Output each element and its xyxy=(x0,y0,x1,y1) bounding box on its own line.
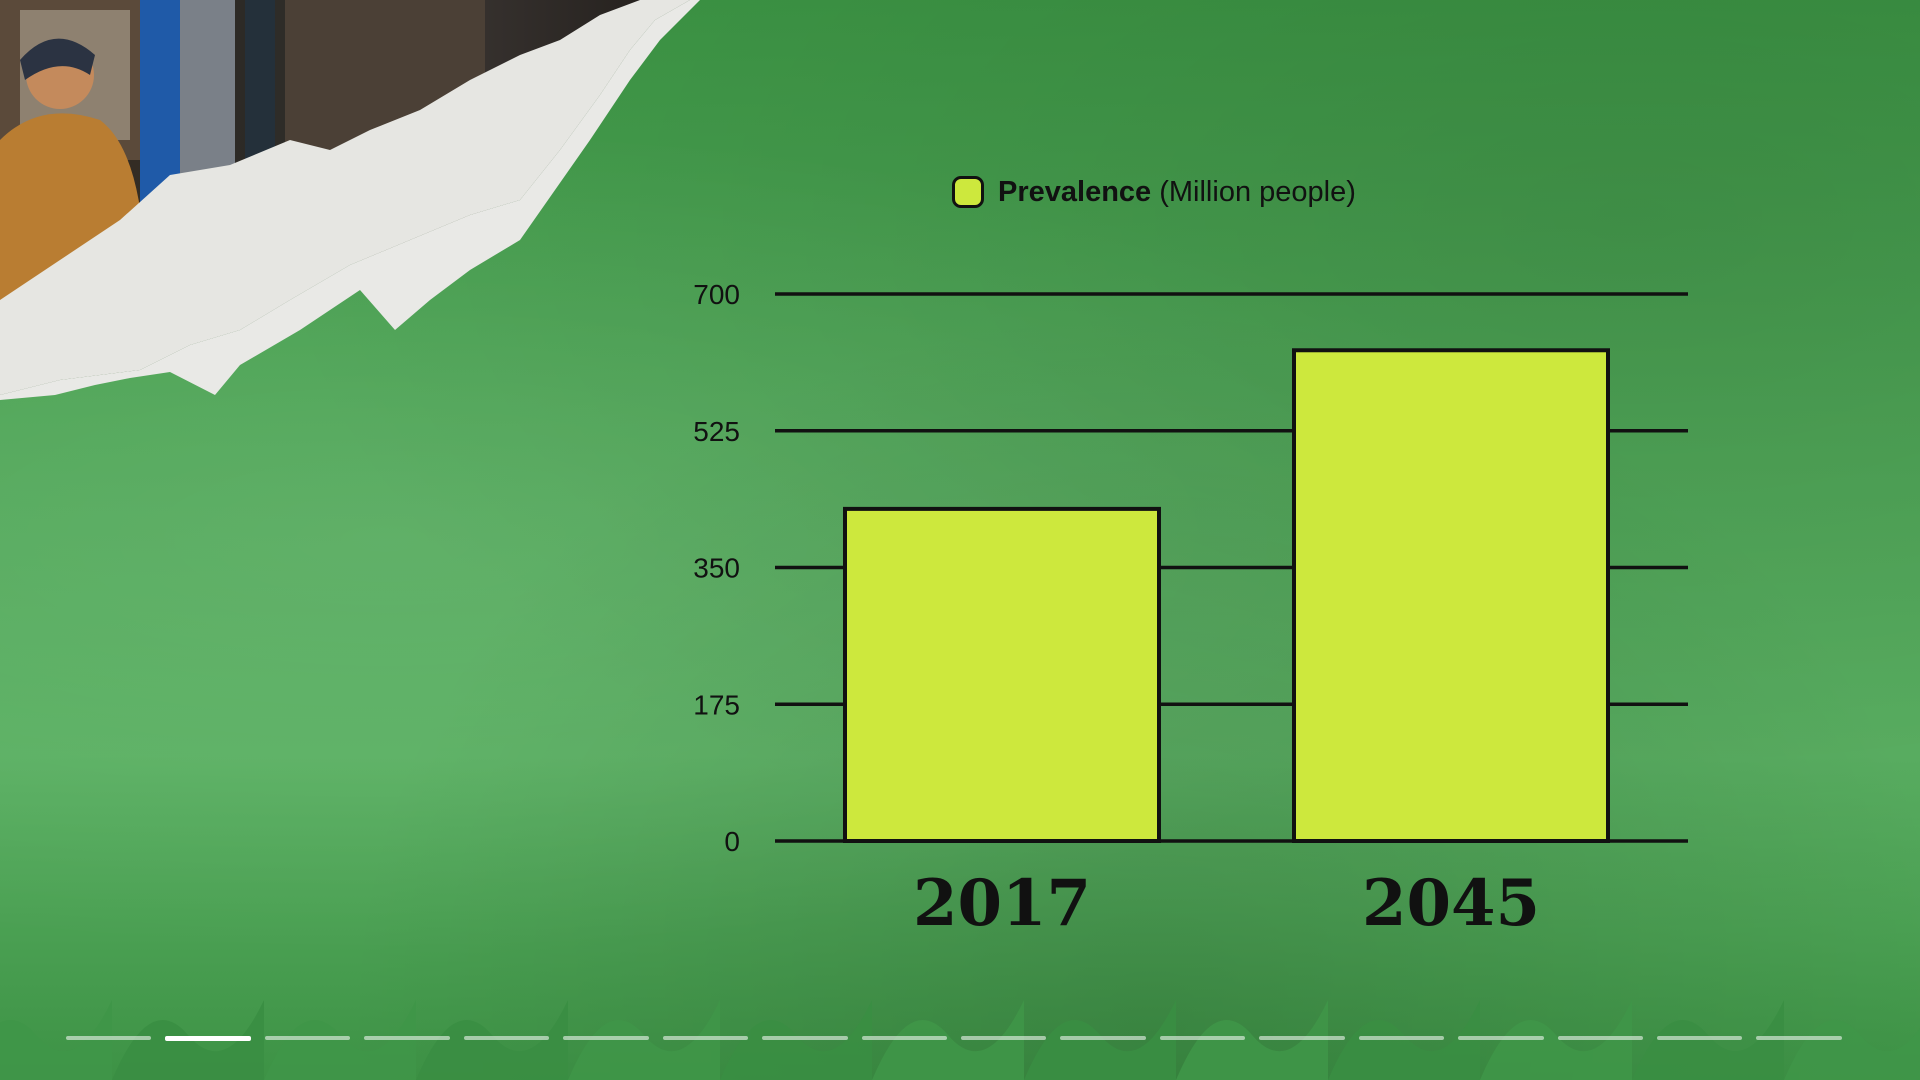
progress-segment[interactable] xyxy=(762,1036,848,1040)
y-tick-label-700: 700 xyxy=(693,279,740,310)
progress-segment[interactable] xyxy=(1060,1036,1146,1040)
wave-shape xyxy=(720,1000,872,1080)
progress-segment[interactable] xyxy=(563,1036,649,1040)
legend-swatch xyxy=(952,176,984,208)
wave-shape xyxy=(1328,1000,1480,1080)
wave-shape xyxy=(1480,1000,1632,1080)
slide-progress-bar xyxy=(66,1036,1842,1042)
bar-2045 xyxy=(1292,348,1610,843)
y-tick-label-350: 350 xyxy=(693,553,740,584)
wave-shape xyxy=(1024,1000,1176,1080)
progress-segment[interactable] xyxy=(1159,1036,1246,1040)
y-tick-label-0: 0 xyxy=(724,826,740,857)
progress-segment[interactable] xyxy=(463,1036,550,1040)
x-tick-label-2045: 2045 xyxy=(1362,866,1540,941)
chart-legend: Prevalence (Million people) xyxy=(952,174,1356,210)
progress-segment[interactable] xyxy=(165,1036,251,1041)
y-axis-ticks: 0 175 350 525 700 xyxy=(693,279,740,857)
x-axis-labels: 2017 2045 xyxy=(913,866,1540,941)
progress-segment[interactable] xyxy=(1657,1036,1743,1040)
bars xyxy=(843,348,1610,843)
bar-2017 xyxy=(843,506,1161,843)
wave-shape xyxy=(568,1000,720,1080)
y-tick-label-175: 175 xyxy=(693,689,740,720)
bottom-wave-decoration xyxy=(0,1000,1920,1080)
progress-segment[interactable] xyxy=(1358,1036,1445,1040)
progress-segment[interactable] xyxy=(264,1036,351,1040)
x-tick-label-2017: 2017 xyxy=(913,866,1091,941)
legend-text: Prevalence (Million people) xyxy=(998,176,1356,209)
wave-shape xyxy=(1784,1020,1920,1080)
wave-shape xyxy=(872,1000,1024,1080)
progress-segment[interactable] xyxy=(1756,1036,1842,1040)
progress-segment[interactable] xyxy=(1458,1036,1544,1040)
progress-segment[interactable] xyxy=(364,1036,450,1040)
legend-series-name: Prevalence xyxy=(998,175,1152,208)
y-tick-label-525: 525 xyxy=(693,416,740,447)
legend-unit: (Million people) xyxy=(1159,175,1356,208)
progress-segment[interactable] xyxy=(1259,1036,1345,1040)
wave-shape xyxy=(1176,1000,1328,1080)
wave-shape xyxy=(0,1000,112,1080)
progress-segment[interactable] xyxy=(861,1036,947,1040)
progress-segment[interactable] xyxy=(66,1036,152,1040)
wave-shape xyxy=(264,1000,416,1080)
progress-segment[interactable] xyxy=(662,1036,749,1040)
progress-segment[interactable] xyxy=(1557,1036,1643,1040)
torn-photo-corner xyxy=(0,0,700,400)
progress-segment[interactable] xyxy=(960,1036,1047,1040)
wave-shape xyxy=(1632,1000,1784,1080)
wave-shape xyxy=(416,1000,568,1080)
